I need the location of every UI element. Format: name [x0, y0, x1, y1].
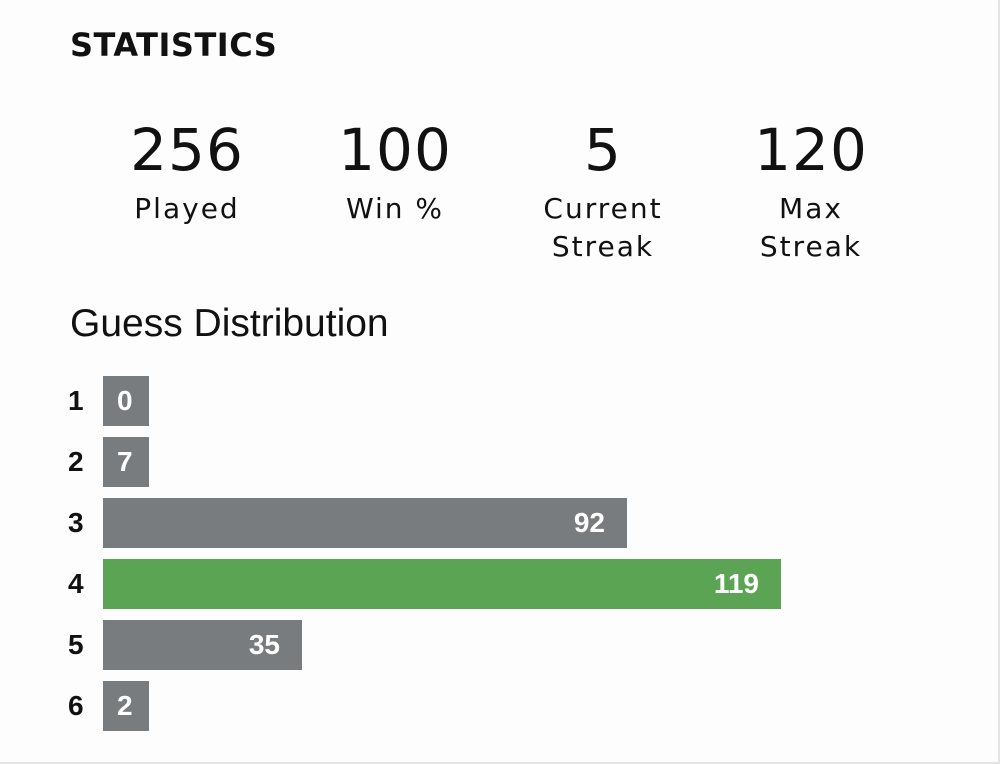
stats-row: 256 Played 100 Win % 5 Current Streak 12… [83, 112, 915, 266]
bar-count: 92 [573, 507, 605, 538]
bar-count: 119 [713, 568, 759, 599]
stat-current-streak-value: 5 [584, 116, 622, 184]
distribution-bar: 7 [103, 437, 149, 487]
stat-played: 256 Played [83, 112, 291, 266]
distribution-row-5: 5 35 [68, 620, 868, 670]
bar-count: 0 [117, 385, 133, 416]
guess-number: 3 [68, 507, 84, 538]
distribution-bar: 119 [103, 559, 781, 609]
distribution-bar: 35 [103, 620, 302, 670]
distribution-row-4: 4 119 [68, 559, 868, 609]
distribution-bar: 0 [103, 376, 149, 426]
bar-count: 7 [117, 446, 133, 477]
bar-count: 35 [248, 629, 280, 660]
distribution-row-1: 1 0 [68, 376, 868, 426]
stat-played-label: Played [134, 192, 240, 225]
guess-number: 6 [68, 690, 84, 721]
guess-distribution-title: Guess Distribution [70, 302, 389, 345]
distribution-row-3: 3 92 [68, 498, 868, 548]
stat-current-streak: 5 Current Streak [499, 112, 707, 266]
distribution-bar: 2 [103, 681, 149, 731]
stat-played-value: 256 [130, 116, 244, 184]
guess-number: 1 [68, 385, 84, 416]
guess-number: 2 [68, 446, 84, 477]
stat-win-percent: 100 Win % [291, 112, 499, 266]
bar-count: 2 [117, 690, 133, 721]
distribution-row-2: 2 7 [68, 437, 868, 487]
stat-max-streak: 120 Max Streak [707, 112, 915, 266]
stat-win-percent-label: Win % [345, 192, 445, 225]
distribution-bar: 92 [103, 498, 627, 548]
guess-number: 4 [68, 568, 84, 599]
stat-max-streak-value: 120 [754, 116, 868, 184]
statistics-title: STATISTICS [70, 26, 278, 64]
stat-max-streak-label: Max Streak [759, 192, 863, 263]
guess-number: 5 [68, 629, 84, 660]
distribution-row-6: 6 2 [68, 681, 868, 731]
stat-current-streak-label: Current Streak [543, 192, 663, 263]
stat-win-percent-value: 100 [338, 116, 452, 184]
